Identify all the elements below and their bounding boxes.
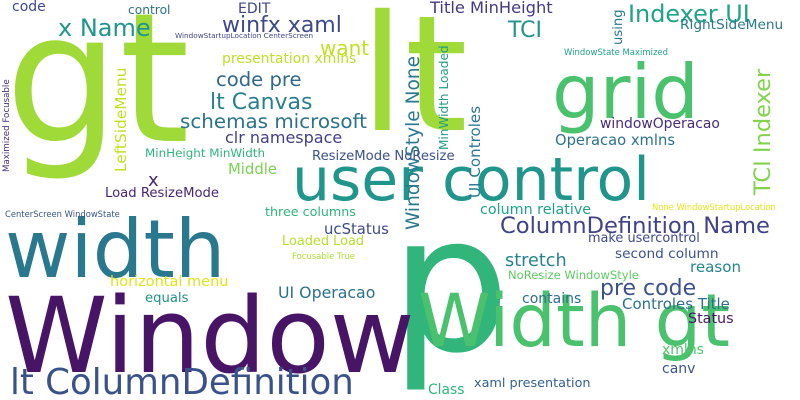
word-xmlns: xmlns	[662, 342, 704, 358]
word-pre-code: pre code	[600, 276, 697, 301]
word-windowstate-maximized: WindowState Maximized	[564, 47, 668, 57]
word-xaml-presentation: xaml presentation	[474, 376, 591, 391]
word-grid: grid	[552, 48, 699, 136]
word-equals: equals	[145, 291, 189, 306]
word-maximized-focusable: Maximized Focusable	[2, 79, 12, 172]
word-want: want	[320, 36, 370, 60]
word-ui-operacao: UI Operacao	[278, 283, 376, 302]
word-width: width	[5, 203, 226, 296]
word-lt-canvas: lt Canvas	[210, 90, 313, 115]
word-control: control	[128, 3, 171, 17]
word-reason: reason	[690, 258, 742, 276]
word-loaded-load: Loaded Load	[282, 234, 365, 249]
word-controles-title: Controles Title	[622, 295, 730, 313]
word-three-columns: three columns	[265, 204, 356, 219]
word-windowstartuplocation-centerscreen: WindowStartupLocation CenterScreen	[175, 31, 314, 40]
word-edit: EDIT	[238, 1, 271, 17]
word-stretch: stretch	[505, 251, 567, 271]
word-using: using	[611, 9, 626, 45]
word-class: Class	[428, 382, 465, 398]
word-winfx-xaml: winfx xaml	[222, 13, 342, 38]
word-p: p	[390, 174, 511, 395]
word-tci-indexer: TCI Indexer	[750, 68, 776, 195]
word-ucstatus: ucStatus	[324, 220, 389, 238]
word-schemas-microsoft: schemas microsoft	[180, 110, 367, 133]
word-lt-columndefinition: lt ColumnDefinition	[10, 362, 354, 400]
word-user-control: user control	[292, 145, 650, 215]
word-columndefinition-name: ColumnDefinition Name	[500, 213, 770, 239]
word-load-resizemode: Load ResizeMode	[105, 186, 220, 201]
word-code: code	[12, 0, 46, 15]
word-focusable-true: Focusable True	[292, 251, 355, 261]
word-middle: Middle	[228, 160, 278, 178]
word-column-relative: column relative	[480, 202, 592, 218]
word-second-column: second column	[615, 246, 719, 262]
word-none-windowstartuplocation: None WindowStartupLocation	[652, 202, 776, 212]
word-title-minheight: Title MinHeight	[430, 0, 553, 17]
word-noresize-windowstyle: NoResize WindowStyle	[508, 268, 639, 282]
word-minwidth-loaded: MinWidth Loaded	[437, 45, 451, 150]
word-contains: contains	[522, 291, 582, 307]
word-minheight-minwidth: MinHeight MinWidth	[145, 146, 265, 160]
word-x-name: x Name	[58, 14, 151, 42]
word-width-gt: Width gt	[418, 279, 730, 364]
word-status: Status	[688, 311, 734, 327]
word-operacao-xmlns: Operacao xmlns	[555, 132, 675, 149]
word-windowoperacao: windowOperacao	[600, 116, 720, 132]
word-ui-controles: UI Controles	[466, 105, 484, 198]
word-x: x	[148, 170, 159, 191]
word-leftsidemenu: LeftSideMenu	[112, 67, 130, 173]
word-windowstyle-none: WindowStyle None	[403, 56, 424, 230]
word-code-pre: code pre	[216, 68, 302, 91]
word-window: Window	[5, 276, 415, 397]
word-make-usercontrol: make usercontrol	[588, 231, 700, 246]
word-gt: gt	[5, 0, 190, 184]
word-resizemode-noresize: ResizeMode NoResize	[312, 149, 455, 164]
word-horizontal-menu: horizontal menu	[110, 274, 229, 290]
word-tci: TCI	[508, 18, 542, 43]
word-rightsidemenu: RightSideMenu	[680, 17, 784, 33]
word-clr-namespace: clr namespace	[225, 128, 343, 147]
word-centerscreen-windowstate: CenterScreen WindowState	[5, 209, 120, 219]
word-canv: canv	[662, 361, 696, 377]
word-indexer-ui: Indexer UI	[628, 0, 750, 28]
word-presentation-xmlns: presentation xmlns	[222, 51, 357, 67]
word-lt: lt	[360, 0, 468, 168]
